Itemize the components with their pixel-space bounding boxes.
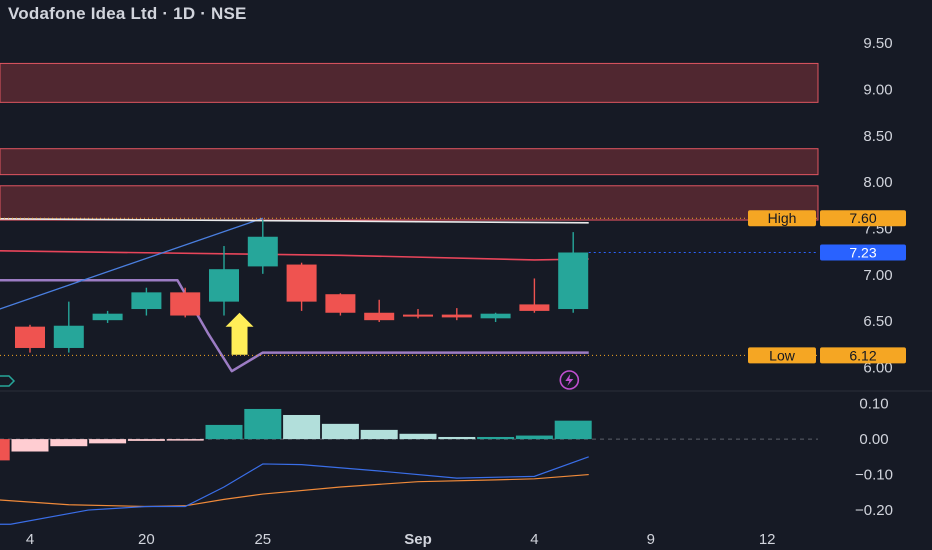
candle-down <box>441 314 472 318</box>
price-badge-label-bg <box>748 347 816 364</box>
price-tick-label: 8.50 <box>863 128 892 145</box>
chart-title: Vodafone Idea Ltd · 1D · NSE <box>8 4 247 23</box>
time-tick-label: Sep <box>404 531 432 548</box>
lightning-bolt-icon <box>565 374 574 386</box>
resistance-line <box>0 218 589 224</box>
price-badge-value-bg <box>820 347 906 364</box>
indicator-tick-label: −0.20 <box>855 502 893 519</box>
resistance-zone <box>0 148 819 176</box>
price-badge-label: High <box>768 210 797 226</box>
histogram-bar <box>477 436 515 440</box>
price-badge-value: 6.12 <box>849 347 876 363</box>
histogram-bar <box>360 429 398 440</box>
price-badge-value-bg <box>820 244 906 261</box>
price-tick-label: 9.00 <box>863 81 892 98</box>
price-tick-label: 9.50 <box>863 35 892 52</box>
candle-down <box>519 304 550 311</box>
price-badge-label-bg <box>748 210 816 227</box>
time-tick-label: 20 <box>138 531 155 548</box>
candle-up <box>209 269 239 302</box>
trend-line <box>0 217 264 310</box>
channel-line <box>0 279 589 373</box>
indicator-tick-label: 0.10 <box>859 396 888 413</box>
resistance-zone <box>0 185 819 221</box>
signal-arrow <box>225 312 254 355</box>
signal-line <box>0 473 589 508</box>
overlays <box>0 312 580 390</box>
time-axis[interactable]: 4 20 25 Sep 4 9 12 <box>26 531 776 548</box>
histogram-bar <box>11 439 49 452</box>
price-badge-value: 7.23 <box>849 245 876 261</box>
histogram-bar <box>399 433 437 440</box>
histogram-bar <box>554 420 592 440</box>
candle-down <box>403 314 433 317</box>
price-tick-label: 6.00 <box>863 360 892 377</box>
price-badge-value-bg <box>820 210 906 227</box>
time-tick-label: 4 <box>530 531 538 548</box>
resistance-zones <box>0 62 819 221</box>
time-tick-label: 4 <box>26 531 34 548</box>
histogram-bar <box>438 436 476 440</box>
time-tick-label: 9 <box>647 531 655 548</box>
histogram-bar <box>166 439 204 441</box>
histogram-bar <box>321 423 359 440</box>
indicator-axis[interactable]: 0.10 0.00 −0.10 −0.20 <box>855 396 893 519</box>
price-badges: High 7.60 Low 6.12 7.23 <box>748 210 906 364</box>
histogram-bar <box>244 408 282 440</box>
macd-pane <box>0 408 818 525</box>
histogram-bar <box>283 414 321 440</box>
price-tick-label: 8.00 <box>863 174 892 191</box>
histogram-bar <box>0 439 10 461</box>
price-tick-label: 6.50 <box>863 313 892 330</box>
histogram-bar <box>515 435 553 440</box>
price-badge-label: Low <box>769 347 796 363</box>
indicator-tick-label: 0.00 <box>859 431 888 448</box>
indicator-tick-label: −0.10 <box>855 467 893 484</box>
event-marker-icon <box>0 375 16 387</box>
resistance-zone <box>0 62 819 103</box>
candle-down <box>325 294 356 313</box>
histogram-bar <box>127 439 165 441</box>
candle-up <box>558 252 589 310</box>
time-tick-label: 25 <box>254 531 271 548</box>
histogram-bar <box>89 439 127 444</box>
candle-down <box>15 326 45 348</box>
candle-down <box>364 312 395 321</box>
histogram-bar <box>50 439 88 447</box>
price-badge-value: 7.60 <box>849 210 876 226</box>
candle-up <box>53 325 84 348</box>
candle-up <box>480 313 511 319</box>
price-tick-label: 7.00 <box>863 267 892 284</box>
macd-line <box>0 456 589 525</box>
candle-up <box>131 292 162 310</box>
histogram-bar <box>205 424 243 440</box>
candle-down <box>286 264 317 302</box>
candle-up <box>247 236 278 267</box>
candle-down <box>170 292 201 316</box>
time-tick-label: 12 <box>759 531 776 548</box>
candles <box>15 220 589 353</box>
lightning-icon <box>559 370 580 390</box>
candle-up <box>92 313 123 321</box>
